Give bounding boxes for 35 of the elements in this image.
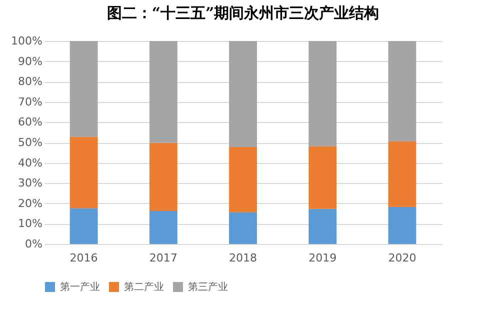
y-tick-label: 30% bbox=[18, 176, 42, 190]
y-tick-label: 10% bbox=[18, 217, 42, 230]
bar bbox=[229, 41, 257, 147]
bar bbox=[149, 142, 178, 211]
legend-label: 第二产业 bbox=[124, 281, 164, 293]
y-tick-label: 90% bbox=[18, 54, 42, 68]
bar bbox=[70, 136, 98, 208]
bar bbox=[149, 210, 178, 244]
y-tick-label: 70% bbox=[18, 95, 42, 108]
y-tick-label: 50% bbox=[18, 136, 42, 149]
y-tick-label: 40% bbox=[18, 156, 42, 170]
legend-label: 第三产业 bbox=[188, 281, 228, 293]
x-tick-label: 2020 bbox=[388, 252, 416, 264]
chart-title: 图二：“十三五”期间永州市三次产业结构 bbox=[106, 4, 380, 22]
bar bbox=[70, 208, 98, 244]
y-tick-label: 20% bbox=[18, 196, 42, 210]
y-tick-label: 60% bbox=[18, 116, 42, 129]
bar bbox=[388, 41, 416, 142]
legend-label: 第一产业 bbox=[60, 281, 100, 293]
y-tick-label: 100% bbox=[11, 34, 42, 48]
bar bbox=[388, 141, 416, 207]
bar bbox=[308, 208, 337, 244]
x-tick-label: 2018 bbox=[229, 252, 257, 264]
bar bbox=[229, 212, 257, 244]
bar bbox=[308, 146, 337, 209]
bar bbox=[308, 41, 337, 146]
bar bbox=[229, 146, 257, 212]
bar bbox=[149, 41, 178, 143]
x-tick-label: 2016 bbox=[70, 252, 98, 264]
x-tick-label: 2019 bbox=[308, 252, 337, 264]
y-tick-label: 0% bbox=[25, 238, 42, 250]
bar bbox=[388, 206, 416, 244]
bar bbox=[70, 41, 98, 137]
x-tick-label: 2017 bbox=[149, 252, 178, 264]
y-tick-label: 80% bbox=[18, 75, 42, 88]
